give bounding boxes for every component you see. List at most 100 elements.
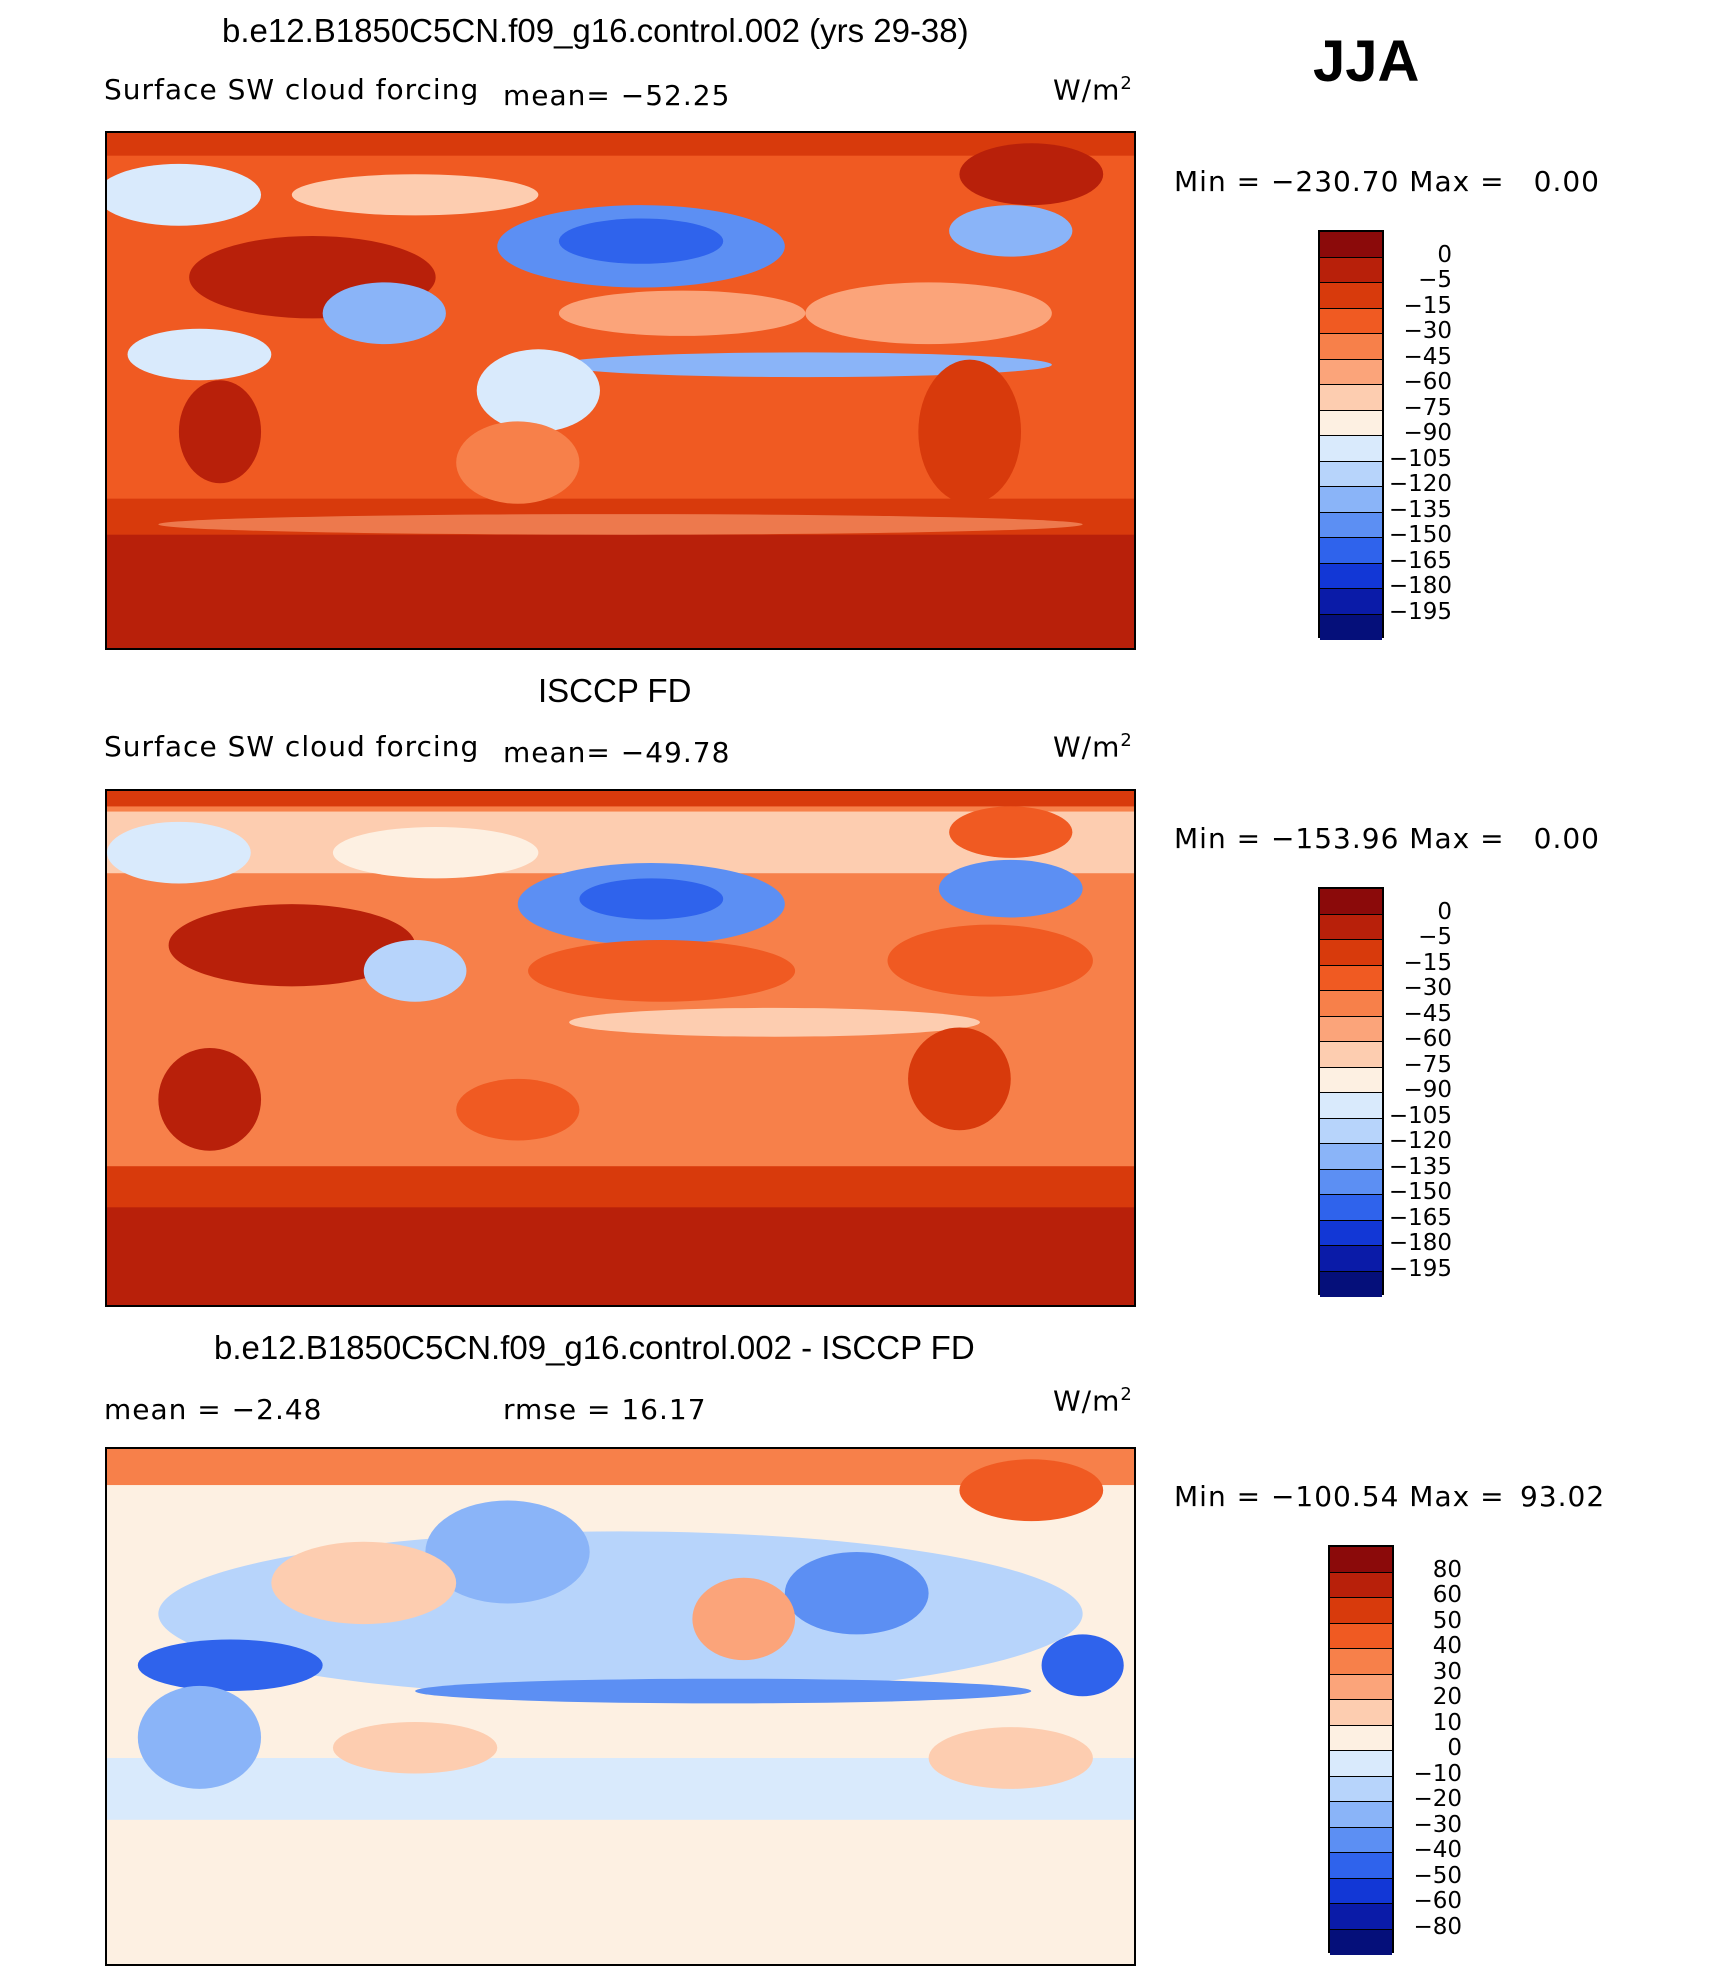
- colorbar-level-label: −50: [1413, 1862, 1462, 1889]
- colorbar-swatch: [1320, 1195, 1382, 1221]
- colorbar-level-label: −45: [1403, 1000, 1452, 1027]
- colorbar-swatch: [1320, 385, 1382, 411]
- colorbar-swatch: [1320, 436, 1382, 462]
- panel-2-map: [105, 789, 1136, 1307]
- colorbar-swatch: [1330, 1700, 1392, 1726]
- colorbar-level-label: −135: [1388, 1153, 1452, 1180]
- panel-3-title: b.e12.B1850C5CN.f09_g16.control.002 - IS…: [214, 1329, 975, 1366]
- colorbar-level-label: −135: [1388, 496, 1452, 523]
- panel-1-mean: mean= −52.25: [503, 79, 731, 112]
- colorbar-level-label: −105: [1388, 1102, 1452, 1129]
- panel-2-title: ISCCP FD: [538, 672, 692, 709]
- colorbar-level-label: −30: [1413, 1811, 1462, 1838]
- colorbar-swatch: [1320, 487, 1382, 513]
- colorbar-swatch: [1320, 410, 1382, 436]
- colorbar-swatch: [1330, 1547, 1392, 1573]
- colorbar-level-label: −5: [1418, 267, 1452, 293]
- colorbar-swatch: [1330, 1929, 1392, 1955]
- panel-1-variable: Surface SW cloud forcing: [104, 73, 480, 106]
- colorbar-level-label: −20: [1413, 1786, 1462, 1812]
- colorbar-swatch: [1330, 1904, 1392, 1930]
- colorbar-swatch: [1330, 1827, 1392, 1853]
- colorbar-swatch: [1330, 1853, 1392, 1879]
- colorbar-level-label: −30: [1403, 975, 1452, 1001]
- panel-3-colorbar: [1328, 1545, 1394, 1955]
- colorbar-level-label: −75: [1403, 1051, 1452, 1078]
- colorbar-level-label: −15: [1403, 949, 1452, 976]
- colorbar-swatch: [1320, 538, 1382, 564]
- colorbar-swatch: [1320, 461, 1382, 487]
- panel-2-max-value: 0.00: [1533, 822, 1600, 855]
- colorbar-level-label: −45: [1403, 343, 1452, 370]
- panel-2-colorbar: [1318, 887, 1384, 1297]
- colorbar-swatch: [1320, 1144, 1382, 1170]
- colorbar-swatch: [1320, 1067, 1382, 1093]
- panel-3-field: [107, 1449, 1134, 1964]
- colorbar-level-label: −75: [1403, 394, 1452, 421]
- panel-1-max-value: 0.00: [1533, 165, 1600, 198]
- panel-2-units: W/m2: [1053, 730, 1133, 764]
- colorbar-level-label: −40: [1413, 1837, 1462, 1863]
- colorbar-level-label: −105: [1388, 445, 1452, 472]
- colorbar-level-label: −195: [1388, 1255, 1452, 1282]
- panel-2-field: [107, 791, 1134, 1305]
- panel-2-variable: Surface SW cloud forcing: [104, 730, 480, 763]
- colorbar-swatch: [1320, 232, 1382, 258]
- colorbar-swatch: [1320, 965, 1382, 991]
- colorbar-level-label: −90: [1403, 420, 1452, 446]
- colorbar-swatch: [1320, 1042, 1382, 1068]
- colorbar-swatch: [1320, 1016, 1382, 1042]
- colorbar-level-label: −165: [1388, 1204, 1452, 1231]
- colorbar-swatch: [1330, 1802, 1392, 1828]
- colorbar-level-label: −80: [1413, 1913, 1462, 1940]
- panel-2-min-label: Min = −153.96 Max =: [1174, 822, 1505, 855]
- colorbar-level-label: 30: [1432, 1658, 1462, 1685]
- colorbar-level-label: −60: [1413, 1888, 1462, 1914]
- panel-1-units: W/m2: [1053, 73, 1133, 107]
- colorbar-swatch: [1320, 889, 1382, 915]
- colorbar-level-label: −180: [1388, 1230, 1452, 1256]
- colorbar-swatch: [1320, 308, 1382, 334]
- colorbar-level-label: −120: [1388, 1128, 1452, 1154]
- panel-1-colorbar: [1318, 230, 1384, 640]
- colorbar-swatch: [1330, 1878, 1392, 1904]
- colorbar-swatch: [1330, 1725, 1392, 1751]
- season-label: JJA: [1313, 29, 1420, 94]
- colorbar-swatch: [1320, 563, 1382, 589]
- colorbar-swatch: [1330, 1649, 1392, 1675]
- colorbar-level-label: 0: [1437, 898, 1452, 925]
- panel-1-title: b.e12.B1850C5CN.f09_g16.control.002 (yrs…: [222, 12, 969, 49]
- colorbar-swatch: [1320, 940, 1382, 966]
- panel-3-units: W/m2: [1053, 1384, 1133, 1418]
- colorbar-swatch: [1330, 1776, 1392, 1802]
- panel-2-mean: mean= −49.78: [503, 736, 731, 769]
- colorbar-level-label: −150: [1388, 1179, 1452, 1205]
- colorbar-swatch: [1320, 1246, 1382, 1272]
- colorbar-swatch: [1320, 257, 1382, 283]
- panel-3-map: [105, 1447, 1136, 1966]
- colorbar-level-label: −180: [1388, 573, 1452, 599]
- colorbar-swatch: [1320, 1271, 1382, 1297]
- colorbar-swatch: [1320, 614, 1382, 640]
- colorbar-level-label: −10: [1413, 1760, 1462, 1787]
- colorbar-swatch: [1320, 1169, 1382, 1195]
- colorbar-level-label: 0: [1437, 241, 1452, 268]
- colorbar-level-label: −60: [1403, 369, 1452, 395]
- colorbar-level-label: 50: [1432, 1607, 1462, 1634]
- colorbar-swatch: [1330, 1674, 1392, 1700]
- panel-1-field: [107, 133, 1134, 648]
- colorbar-level-label: −195: [1388, 598, 1452, 625]
- colorbar-swatch: [1320, 1220, 1382, 1246]
- colorbar-swatch: [1330, 1598, 1392, 1624]
- colorbar-level-label: 80: [1432, 1556, 1462, 1583]
- colorbar-level-label: 20: [1432, 1684, 1462, 1710]
- colorbar-swatch: [1320, 1093, 1382, 1119]
- colorbar-level-label: 40: [1432, 1633, 1462, 1659]
- colorbar-level-label: −150: [1388, 522, 1452, 548]
- colorbar-swatch: [1320, 512, 1382, 538]
- panel-1-min-label: Min = −230.70 Max =: [1174, 165, 1505, 198]
- colorbar-level-label: −15: [1403, 292, 1452, 319]
- colorbar-level-label: −90: [1403, 1077, 1452, 1103]
- panel-1-map: [105, 131, 1136, 650]
- colorbar-level-label: −60: [1403, 1026, 1452, 1052]
